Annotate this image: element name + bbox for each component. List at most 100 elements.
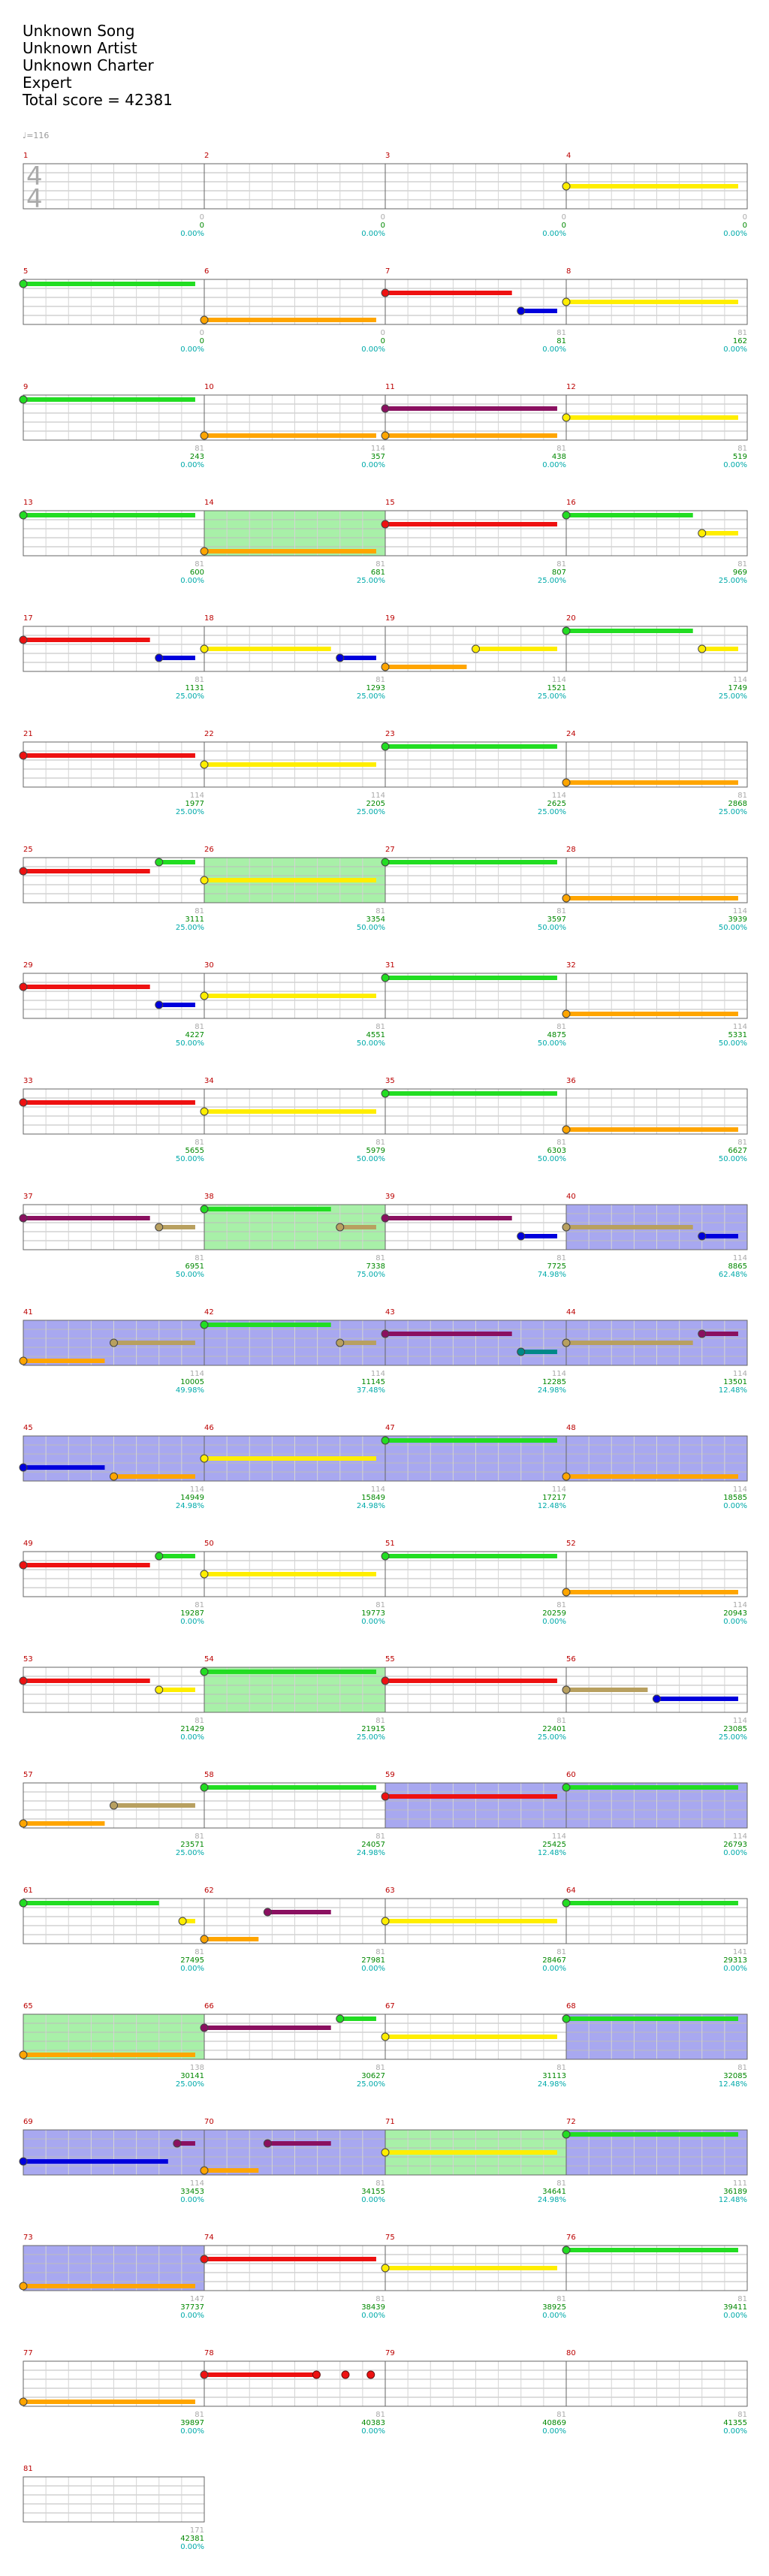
measure-number: 80 xyxy=(566,2349,576,2357)
note-orange xyxy=(562,778,571,787)
note-yellow xyxy=(200,1570,209,1579)
measure-score: 5979 xyxy=(366,1147,385,1155)
measure-sp-percent: 0.00% xyxy=(723,2312,747,2320)
measure-score: 8865 xyxy=(728,1262,747,1271)
measure-number: 20 xyxy=(566,614,576,623)
note-red xyxy=(19,1676,28,1685)
measure-score: 42381 xyxy=(180,2535,204,2543)
measure-sp-percent: 50.00% xyxy=(357,1155,385,1163)
measure-score: 2625 xyxy=(547,800,566,808)
sustain-green xyxy=(158,1554,195,1558)
measure-sp-percent: 0.00% xyxy=(180,230,204,238)
measure-sp-percent: 50.00% xyxy=(357,1039,385,1048)
note-red xyxy=(312,2370,321,2379)
measure-sp-percent: 12.48% xyxy=(719,2196,747,2204)
measure-number: 53 xyxy=(23,1655,33,1664)
measure-sp-percent: 0.00% xyxy=(180,2427,204,2436)
note-green xyxy=(562,1783,571,1792)
note-green xyxy=(155,1552,164,1561)
measure-score: 39411 xyxy=(723,2303,747,2312)
measure-note-count: 81 xyxy=(737,2064,747,2072)
sustain-yellow xyxy=(566,184,738,189)
measure-note-count: 81 xyxy=(556,907,566,915)
measure-note-count: 81 xyxy=(556,1717,566,1725)
measure-sp-percent: 25.00% xyxy=(176,1849,204,1857)
sustain-orange xyxy=(23,2400,195,2404)
measure-score: 25425 xyxy=(542,1841,566,1849)
measure-box xyxy=(565,626,748,672)
measure-number: 17 xyxy=(23,614,33,623)
measure-number: 69 xyxy=(23,2118,33,2126)
measure-note-count: 81 xyxy=(556,560,566,569)
sustain-green xyxy=(566,2132,738,2137)
sustain-red xyxy=(23,1563,150,1567)
measure-note-count: 114 xyxy=(371,1486,385,1494)
sustain-sp_yellow xyxy=(339,1225,376,1229)
measure-score: 17217 xyxy=(542,1494,566,1502)
measure-sp-percent: 74.98% xyxy=(538,1271,566,1279)
measure-number: 24 xyxy=(566,730,576,738)
sustain-blue xyxy=(520,309,557,313)
measure-sp-percent: 0.00% xyxy=(723,1965,747,1973)
note-sp_red xyxy=(19,1214,28,1223)
measure-note-count: 0 xyxy=(381,213,385,222)
measure-sp-percent: 50.00% xyxy=(176,1271,204,1279)
note-yellow xyxy=(200,991,209,1000)
measure-note-count: 114 xyxy=(371,792,385,800)
note-green xyxy=(200,1320,209,1329)
measure-sp-percent: 25.00% xyxy=(176,692,204,701)
measure-score: 243 xyxy=(190,453,204,461)
measure-note-count: 114 xyxy=(733,1370,747,1378)
note-green xyxy=(381,1552,390,1561)
measure-number: 42 xyxy=(204,1308,214,1317)
sustain-green xyxy=(23,1901,159,1905)
measure-box xyxy=(565,1551,748,1597)
sustain-orange xyxy=(204,2168,259,2173)
measure-score: 4875 xyxy=(547,1031,566,1039)
note-green xyxy=(562,511,571,520)
measure-score: 807 xyxy=(552,569,566,577)
measure-score: 5655 xyxy=(185,1147,204,1155)
measure-score: 11145 xyxy=(361,1378,385,1386)
sustain-yellow xyxy=(204,994,376,998)
measure-note-count: 81 xyxy=(375,907,385,915)
measure-note-count: 81 xyxy=(556,2179,566,2188)
sustain-orange xyxy=(566,1012,738,1016)
measure-score: 2205 xyxy=(366,800,385,808)
measure-score: 32085 xyxy=(723,2072,747,2080)
note-green xyxy=(562,1899,571,1908)
measure-sp-percent: 25.00% xyxy=(176,2080,204,2089)
measure-note-count: 138 xyxy=(190,2064,204,2072)
measure-score: 4227 xyxy=(185,1031,204,1039)
measure-sp-percent: 25.00% xyxy=(357,1733,385,1742)
measure-sp-percent: 24.98% xyxy=(176,1502,204,1510)
measure-note-count: 81 xyxy=(556,2064,566,2072)
measure-number: 63 xyxy=(385,1887,395,1895)
measure-score: 18585 xyxy=(723,1494,747,1502)
sustain-green xyxy=(385,860,557,864)
measure-note-count: 81 xyxy=(195,907,204,915)
measure-score: 600 xyxy=(190,569,204,577)
measure-sp-percent: 50.00% xyxy=(719,924,747,932)
measure-note-count: 81 xyxy=(737,2295,747,2303)
sustain-green xyxy=(204,1207,331,1211)
measure-sp-percent: 0.00% xyxy=(361,2312,385,2320)
measure-score: 7338 xyxy=(366,1262,385,1271)
note-red xyxy=(341,2370,350,2379)
note-orange xyxy=(562,1472,571,1481)
sustain-yellow xyxy=(385,2150,557,2155)
measure-score: 6951 xyxy=(185,1262,204,1271)
note-yellow xyxy=(562,297,571,306)
measure-note-count: 114 xyxy=(733,1601,747,1609)
measure-score: 40383 xyxy=(361,2419,385,2427)
measure-number: 57 xyxy=(23,1771,33,1779)
measure-score: 29313 xyxy=(723,1956,747,1965)
measure-score: 15849 xyxy=(361,1494,385,1502)
measure-number: 25 xyxy=(23,846,33,854)
sustain-orange xyxy=(23,2053,195,2057)
measure-box xyxy=(565,510,748,557)
measure-number: 64 xyxy=(566,1887,576,1895)
measure-note-count: 81 xyxy=(737,2411,747,2419)
measure-number: 19 xyxy=(385,614,395,623)
sustain-blue xyxy=(339,656,376,660)
